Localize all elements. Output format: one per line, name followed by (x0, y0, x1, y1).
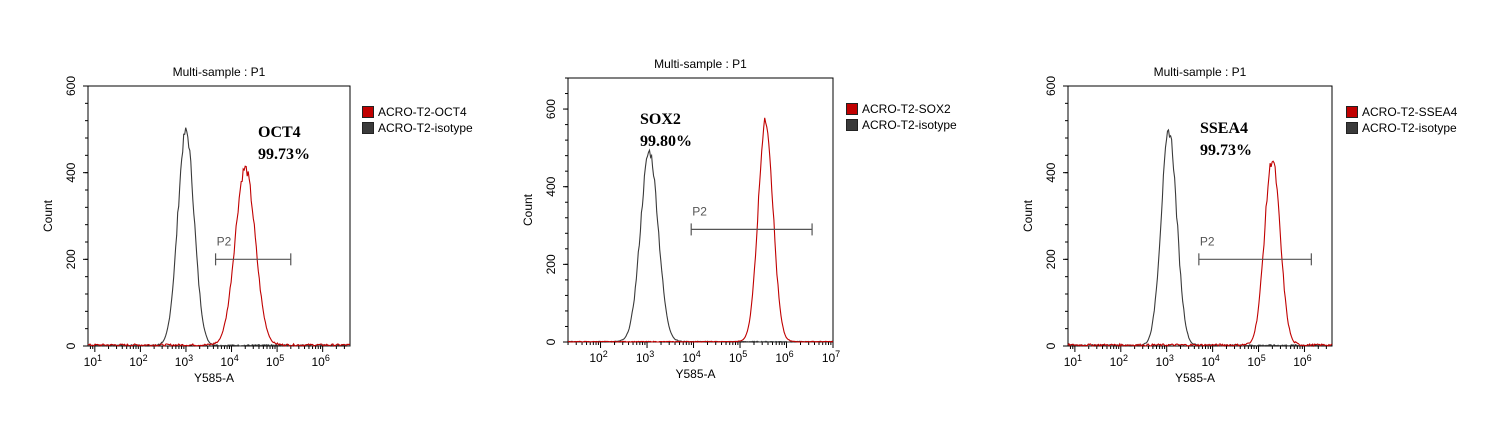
x-tick-label: 106 (311, 353, 329, 369)
marker-label: SSEA4 (1200, 120, 1248, 137)
histogram-panel-ssea4: Multi-sample : P1 0 200 400 600 101 102 103 104 1… (1000, 0, 1506, 426)
x-axis-label: Y585-A (1175, 371, 1215, 385)
x-tick-label: 104 (1201, 353, 1219, 369)
plot-frame (87, 85, 351, 347)
legend-item: ACRO-T2-OCT4 (362, 104, 473, 120)
y-tick-label: 200 (544, 254, 558, 274)
x-tick-label: 105 (729, 349, 747, 365)
chart-title: Multi-sample : P1 (173, 65, 266, 79)
y-axis-label: Count (1021, 199, 1035, 232)
y-tick-label: 200 (1044, 249, 1058, 269)
legend-label: ACRO-T2-isotype (1362, 121, 1457, 135)
y-tick-label: 0 (544, 338, 558, 345)
legend-swatch-sample (846, 103, 858, 115)
x-tick-label: 106 (775, 349, 793, 365)
chart-svg-oct4: Multi-sample : P1 0 200 400 600 101 102 103 104 1… (41, 65, 351, 385)
gate-label: P2 (692, 204, 707, 218)
legend-label: ACRO-T2-OCT4 (378, 105, 467, 119)
x-axis-label: Y585-A (194, 371, 234, 385)
histogram-panel-sox2: Multi-sample : P1 0 200 400 600 102 103 104 105 1… (500, 0, 1000, 426)
legend-item: ACRO-T2-isotype (1346, 120, 1457, 136)
positive-percent-label: 99.80% (640, 133, 692, 150)
chart-svg-ssea4: Multi-sample : P1 0 200 400 600 101 102 103 104 1… (1021, 65, 1333, 385)
chart-title: Multi-sample : P1 (1154, 65, 1247, 79)
x-tick-label: 105 (266, 353, 284, 369)
legend-swatch-isotype (362, 122, 374, 134)
x-tick-label: 102 (129, 353, 147, 369)
x-tick-label: 104 (220, 353, 238, 369)
x-tick-label: 107 (822, 349, 840, 365)
legend-label: ACRO-T2-isotype (862, 118, 957, 132)
legend-item: ACRO-T2-isotype (846, 117, 957, 133)
legend-swatch-isotype (1346, 122, 1358, 134)
sample-histogram (87, 165, 351, 347)
legend-item: ACRO-T2-isotype (362, 120, 473, 136)
x-tick-label: 105 (1247, 353, 1265, 369)
x-tick-label: 103 (175, 353, 193, 369)
legend-label: ACRO-T2-SSEA4 (1362, 105, 1458, 119)
y-tick-label: 600 (64, 76, 78, 96)
y-tick-label: 600 (1044, 76, 1058, 96)
sample-histogram (567, 117, 834, 343)
y-axis-label: Count (41, 199, 55, 232)
x-tick-label: 103 (636, 349, 654, 365)
positive-percent-label: 99.73% (258, 146, 310, 163)
x-tick-label: 103 (1156, 353, 1174, 369)
legend-item: ACRO-T2-SSEA4 (1346, 104, 1457, 120)
x-tick-label: 104 (682, 349, 700, 365)
y-tick-label: 0 (1044, 342, 1058, 349)
y-axis-label: Count (521, 193, 535, 226)
y-tick-label: 0 (64, 342, 78, 349)
positive-percent-label: 99.73% (1200, 142, 1252, 159)
chart-svg-sox2: Multi-sample : P1 0 200 400 600 102 103 104 105 1… (521, 57, 840, 381)
gate-label: P2 (1200, 234, 1215, 248)
legend-swatch-sample (362, 106, 374, 118)
y-tick-label: 400 (544, 176, 558, 196)
legend-swatch-isotype (846, 119, 858, 131)
legend-oct4: ACRO-T2-OCT4 ACRO-T2-isotype (362, 104, 473, 136)
legend-ssea4: ACRO-T2-SSEA4 ACRO-T2-isotype (1346, 104, 1457, 136)
histogram-panel-oct4: Multi-sample : P1 0 200 400 600 101 102 103 104 1… (0, 0, 500, 426)
legend-label: ACRO-T2-SOX2 (862, 102, 951, 116)
legend-swatch-sample (1346, 106, 1358, 118)
legend-label: ACRO-T2-isotype (378, 121, 473, 135)
marker-label: SOX2 (640, 111, 681, 128)
sample-histogram (1067, 160, 1333, 348)
x-axis-label: Y585-A (675, 367, 715, 381)
chart-title: Multi-sample : P1 (654, 57, 747, 71)
x-tick-label: 102 (1110, 353, 1128, 369)
x-tick-label: 102 (589, 349, 607, 365)
marker-label: OCT4 (258, 124, 301, 141)
y-tick-label: 200 (64, 249, 78, 269)
y-tick-label: 400 (1044, 162, 1058, 182)
isotype-histogram (567, 148, 834, 343)
x-tick-label: 101 (1064, 353, 1082, 369)
x-tick-label: 101 (84, 353, 102, 369)
gate-label: P2 (217, 234, 232, 248)
y-tick-label: 400 (64, 162, 78, 182)
x-tick-label: 106 (1293, 353, 1311, 369)
y-tick-label: 600 (544, 99, 558, 119)
legend-sox2: ACRO-T2-SOX2 ACRO-T2-isotype (846, 101, 957, 133)
legend-item: ACRO-T2-SOX2 (846, 101, 957, 117)
